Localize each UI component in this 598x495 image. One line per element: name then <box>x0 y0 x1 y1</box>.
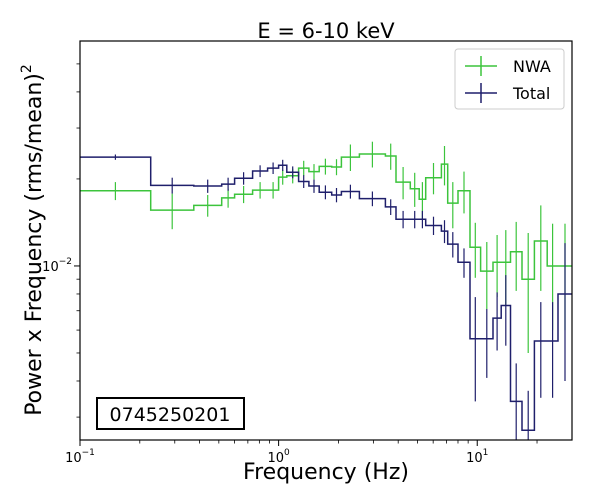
legend-nwa-label: NWA <box>513 57 551 76</box>
x-tick-exponent: −1 <box>82 448 95 458</box>
obsid-annotation: 0745250201 <box>96 397 245 430</box>
series-total-step-line <box>80 156 572 432</box>
series-layer <box>80 141 572 440</box>
legend-box <box>454 48 565 110</box>
x-tick-base: 10 <box>466 451 483 466</box>
legend-total-label: Total <box>512 84 550 103</box>
obsid-label: 0745250201 <box>110 404 231 426</box>
legend-entry-total: Total <box>465 83 550 103</box>
x-tick-label: 10−1 <box>65 448 95 466</box>
y-tick-label: 10−2 <box>42 257 72 275</box>
x-tick-base: 10 <box>65 451 82 466</box>
x-tick-label: 100 <box>267 448 290 466</box>
series-total <box>80 154 572 440</box>
y-tick-exponent: −2 <box>59 257 72 267</box>
plot-frame <box>79 40 573 441</box>
chart-title: E = 6-10 keV <box>257 19 395 43</box>
y-tick-base: 10 <box>42 260 59 275</box>
legend: NWA Total <box>454 48 565 110</box>
x-tick-label: 101 <box>466 448 488 466</box>
x-axis-label: Frequency (Hz) <box>243 460 409 485</box>
series-nwa-step-line <box>80 153 572 280</box>
x-tick-exponent: 1 <box>483 448 489 458</box>
y-axis-label: Power x Frequency (rms/mean)2 <box>19 64 47 416</box>
y-axis-label-superscript: 2 <box>19 64 35 73</box>
obsid-box <box>96 397 245 430</box>
series-nwa <box>80 141 572 353</box>
x-tick-exponent: 0 <box>284 448 290 458</box>
legend-entry-nwa: NWA <box>465 56 551 76</box>
y-axis-label-text: Power x Frequency (rms/mean) <box>22 73 47 416</box>
x-tick-base: 10 <box>267 451 284 466</box>
